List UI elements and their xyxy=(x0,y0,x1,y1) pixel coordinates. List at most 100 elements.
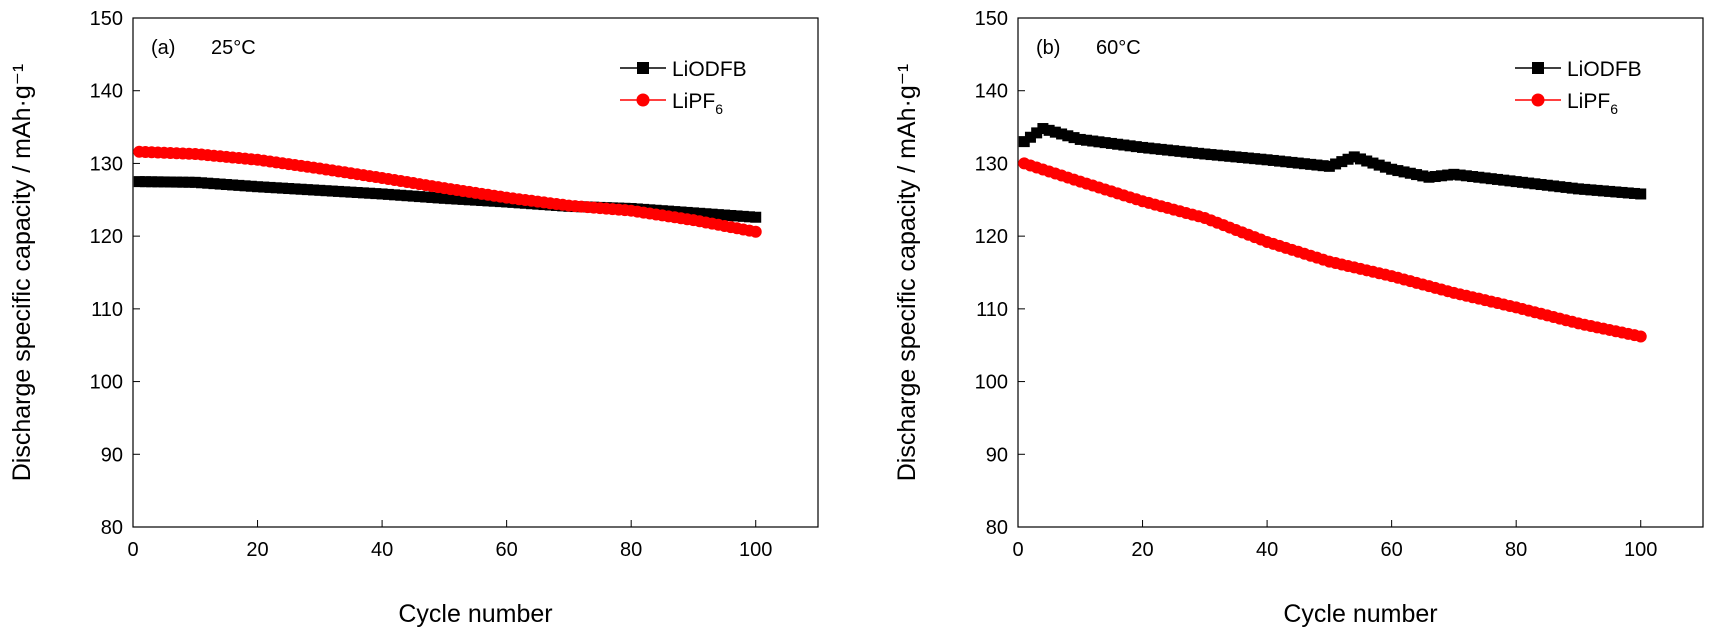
data-point xyxy=(152,176,164,188)
data-point xyxy=(252,181,264,193)
data-point xyxy=(146,176,158,188)
data-point xyxy=(1286,156,1298,168)
data-point xyxy=(1560,181,1572,193)
x-tick-label: 60 xyxy=(1381,539,1403,561)
data-point xyxy=(1523,177,1535,189)
data-point xyxy=(1336,156,1348,168)
data-point xyxy=(164,176,176,188)
data-point xyxy=(1087,135,1099,147)
data-point xyxy=(1635,188,1647,200)
data-point xyxy=(1186,147,1198,159)
data-point xyxy=(712,209,724,221)
data-point xyxy=(1161,144,1173,156)
y-tick-label: 90 xyxy=(986,444,1008,466)
data-point xyxy=(725,209,737,221)
x-tick-label: 80 xyxy=(620,539,642,561)
data-point xyxy=(1137,141,1149,153)
data-point xyxy=(1081,134,1092,146)
data-point xyxy=(1492,173,1503,185)
data-point xyxy=(1554,181,1566,193)
x-tick-label: 40 xyxy=(371,539,393,561)
legend-label: LiPF6 xyxy=(1567,90,1618,117)
data-point xyxy=(1442,169,1454,181)
data-point xyxy=(445,193,457,205)
y-tick-label: 100 xyxy=(975,372,1008,394)
data-point xyxy=(476,195,488,207)
data-point xyxy=(1118,139,1130,151)
data-point xyxy=(1267,154,1279,166)
data-point xyxy=(1193,147,1205,159)
data-point xyxy=(289,183,301,195)
y-tick-label: 80 xyxy=(101,517,123,539)
legend-marker xyxy=(1532,62,1544,74)
y-axis-label: Discharge specific capacity / mAh·g⁻¹ xyxy=(893,64,921,482)
x-tick-label: 40 xyxy=(1256,539,1278,561)
y-tick-label: 130 xyxy=(90,153,123,175)
data-point xyxy=(1224,150,1236,162)
data-point xyxy=(1031,127,1043,139)
plot-frame xyxy=(132,17,819,528)
data-point xyxy=(1311,159,1323,171)
y-tick-label: 110 xyxy=(976,299,1008,321)
legend-marker xyxy=(636,93,650,107)
x-axis-label: Cycle number xyxy=(1283,600,1437,628)
x-tick-label: 0 xyxy=(127,539,138,561)
data-point xyxy=(451,193,463,205)
series-lipf6 xyxy=(133,145,762,238)
data-point xyxy=(1180,146,1192,158)
data-point xyxy=(1018,136,1030,148)
data-point xyxy=(700,208,712,220)
y-tick-label: 110 xyxy=(91,299,123,321)
data-point xyxy=(1417,170,1429,182)
y-tick-label: 120 xyxy=(90,226,123,248)
data-point xyxy=(320,185,332,197)
data-point xyxy=(283,183,295,195)
data-point xyxy=(1323,160,1335,172)
data-point xyxy=(749,225,762,238)
data-point xyxy=(314,184,326,196)
data-point xyxy=(1616,186,1628,198)
temperature-label: 25°C xyxy=(211,37,256,59)
data-point xyxy=(1454,169,1466,181)
data-point xyxy=(1479,172,1491,184)
data-point xyxy=(1566,182,1578,194)
data-point xyxy=(1498,174,1510,186)
x-tick-label: 20 xyxy=(246,539,268,561)
data-point xyxy=(1236,151,1248,163)
data-point xyxy=(1604,185,1616,197)
data-point xyxy=(1292,157,1304,169)
data-point xyxy=(463,194,475,206)
data-point xyxy=(1535,179,1547,191)
data-point xyxy=(694,207,706,219)
y-tick-label: 120 xyxy=(975,226,1008,248)
data-point xyxy=(1610,186,1622,198)
data-point xyxy=(1361,155,1373,167)
legend-label: LiPF6 xyxy=(672,90,723,117)
panel-label: (a) xyxy=(151,37,175,59)
y-tick-label: 150 xyxy=(90,8,123,30)
data-point xyxy=(1529,178,1541,190)
data-point xyxy=(158,176,170,188)
y-tick-label: 140 xyxy=(975,81,1008,103)
data-point xyxy=(1629,187,1640,199)
data-point xyxy=(1448,168,1460,180)
legend-label: LiODFB xyxy=(1567,58,1642,81)
y-tick-label: 80 xyxy=(986,517,1008,539)
data-point xyxy=(1404,167,1416,179)
data-point xyxy=(426,191,438,203)
data-point xyxy=(276,182,288,194)
data-point xyxy=(345,186,357,198)
series-lipf6 xyxy=(1018,157,1647,343)
data-point xyxy=(339,186,351,198)
data-point xyxy=(389,189,401,201)
data-point xyxy=(1373,159,1385,171)
data-point xyxy=(420,191,432,203)
data-point xyxy=(1149,143,1161,155)
data-point xyxy=(706,208,718,220)
data-point xyxy=(376,188,388,200)
x-tick-label: 20 xyxy=(1131,539,1153,561)
data-point xyxy=(1105,137,1117,149)
data-point xyxy=(1467,171,1479,183)
data-point xyxy=(1597,185,1609,197)
